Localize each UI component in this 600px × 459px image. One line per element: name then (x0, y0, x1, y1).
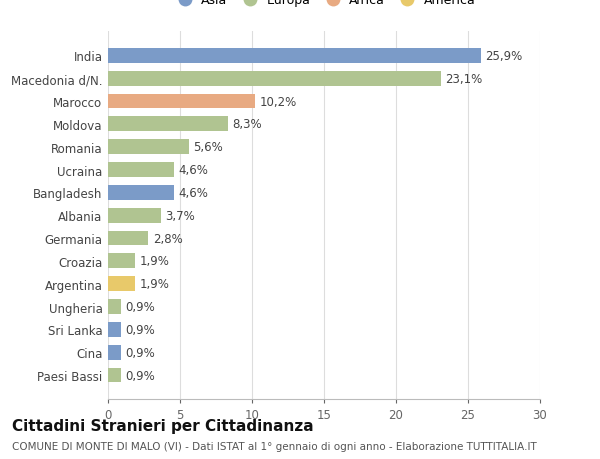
Text: 8,3%: 8,3% (232, 118, 262, 131)
Bar (108, 299, 121, 314)
Text: 0,9%: 0,9% (125, 346, 155, 359)
Text: 0,9%: 0,9% (125, 369, 155, 382)
Text: 5,6%: 5,6% (193, 141, 223, 154)
Text: Cittadini Stranieri per Cittadinanza: Cittadini Stranieri per Cittadinanza (12, 418, 314, 433)
Text: 25,9%: 25,9% (485, 50, 523, 63)
Text: 2,8%: 2,8% (152, 232, 182, 245)
Bar (108, 368, 121, 383)
Text: 0,9%: 0,9% (125, 323, 155, 336)
Bar (108, 231, 148, 246)
Text: COMUNE DI MONTE DI MALO (VI) - Dati ISTAT al 1° gennaio di ogni anno - Elaborazi: COMUNE DI MONTE DI MALO (VI) - Dati ISTA… (12, 441, 537, 451)
Text: 4,6%: 4,6% (179, 164, 208, 177)
Bar (108, 95, 255, 109)
Text: 4,6%: 4,6% (179, 186, 208, 199)
Text: 23,1%: 23,1% (445, 73, 482, 85)
Bar (108, 185, 174, 200)
Bar (108, 277, 136, 291)
Bar (108, 49, 481, 64)
Bar (108, 163, 174, 178)
Bar (108, 254, 136, 269)
Text: 3,7%: 3,7% (166, 209, 196, 222)
Bar (108, 117, 227, 132)
Bar (108, 208, 161, 223)
Text: 1,9%: 1,9% (140, 255, 170, 268)
Bar (108, 322, 121, 337)
Text: 0,9%: 0,9% (125, 300, 155, 313)
Text: 1,9%: 1,9% (140, 278, 170, 291)
Bar (108, 345, 121, 360)
Text: 10,2%: 10,2% (259, 95, 296, 108)
Bar (108, 72, 440, 86)
Legend: Asia, Europa, Africa, America: Asia, Europa, Africa, America (173, 0, 475, 7)
Bar (108, 140, 188, 155)
